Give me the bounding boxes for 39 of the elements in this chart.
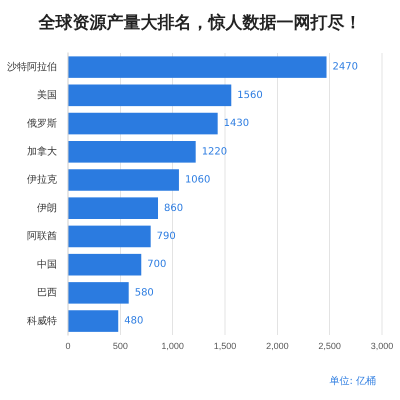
bar <box>68 226 151 248</box>
data-label: 1220 <box>202 146 228 158</box>
y-tick-label: 俄罗斯 <box>27 117 57 130</box>
bar <box>68 140 196 163</box>
bar <box>68 310 118 332</box>
bar <box>68 254 142 276</box>
y-tick-label: 伊拉克 <box>27 174 57 186</box>
y-tick-label: 科威特 <box>27 314 57 327</box>
bar <box>68 84 232 106</box>
y-tick-label: 加拿大 <box>27 146 57 158</box>
y-tick-label: 美国 <box>37 89 57 102</box>
data-label: 790 <box>156 231 176 242</box>
y-tick-label: 阿联酋 <box>27 230 57 242</box>
bar <box>68 169 179 191</box>
data-label: 1060 <box>184 174 210 186</box>
y-tick-label: 沙特阿拉伯 <box>7 60 57 73</box>
x-tick-label: 0 <box>65 341 71 352</box>
bar <box>68 56 327 78</box>
y-tick-label: 中国 <box>37 258 57 270</box>
x-tick-label: 500 <box>112 341 128 352</box>
x-tick-label: 2,000 <box>266 341 289 352</box>
bar <box>68 282 129 304</box>
data-label: 700 <box>147 259 166 270</box>
y-tick-label: 巴西 <box>37 288 57 299</box>
data-label: 480 <box>124 316 144 327</box>
text: 单位: 亿桶 <box>329 374 376 388</box>
x-tick-label: 2,500 <box>318 341 341 352</box>
data-label: 1560 <box>237 90 263 101</box>
x-tick-label: 1,500 <box>214 341 236 352</box>
data-label: 580 <box>134 287 154 298</box>
bar <box>68 112 218 134</box>
x-tick-label: 1,000 <box>161 341 184 352</box>
x-tick-label: 3,000 <box>370 341 394 352</box>
data-label: 1430 <box>224 118 250 130</box>
data-label: 860 <box>164 202 184 214</box>
y-tick-label: 伊朗 <box>37 202 57 214</box>
bar <box>68 197 158 220</box>
chart-title: 全球资源产量大排名，惊人数据一网打尽！ <box>37 12 362 34</box>
data-label: 2470 <box>332 62 358 73</box>
